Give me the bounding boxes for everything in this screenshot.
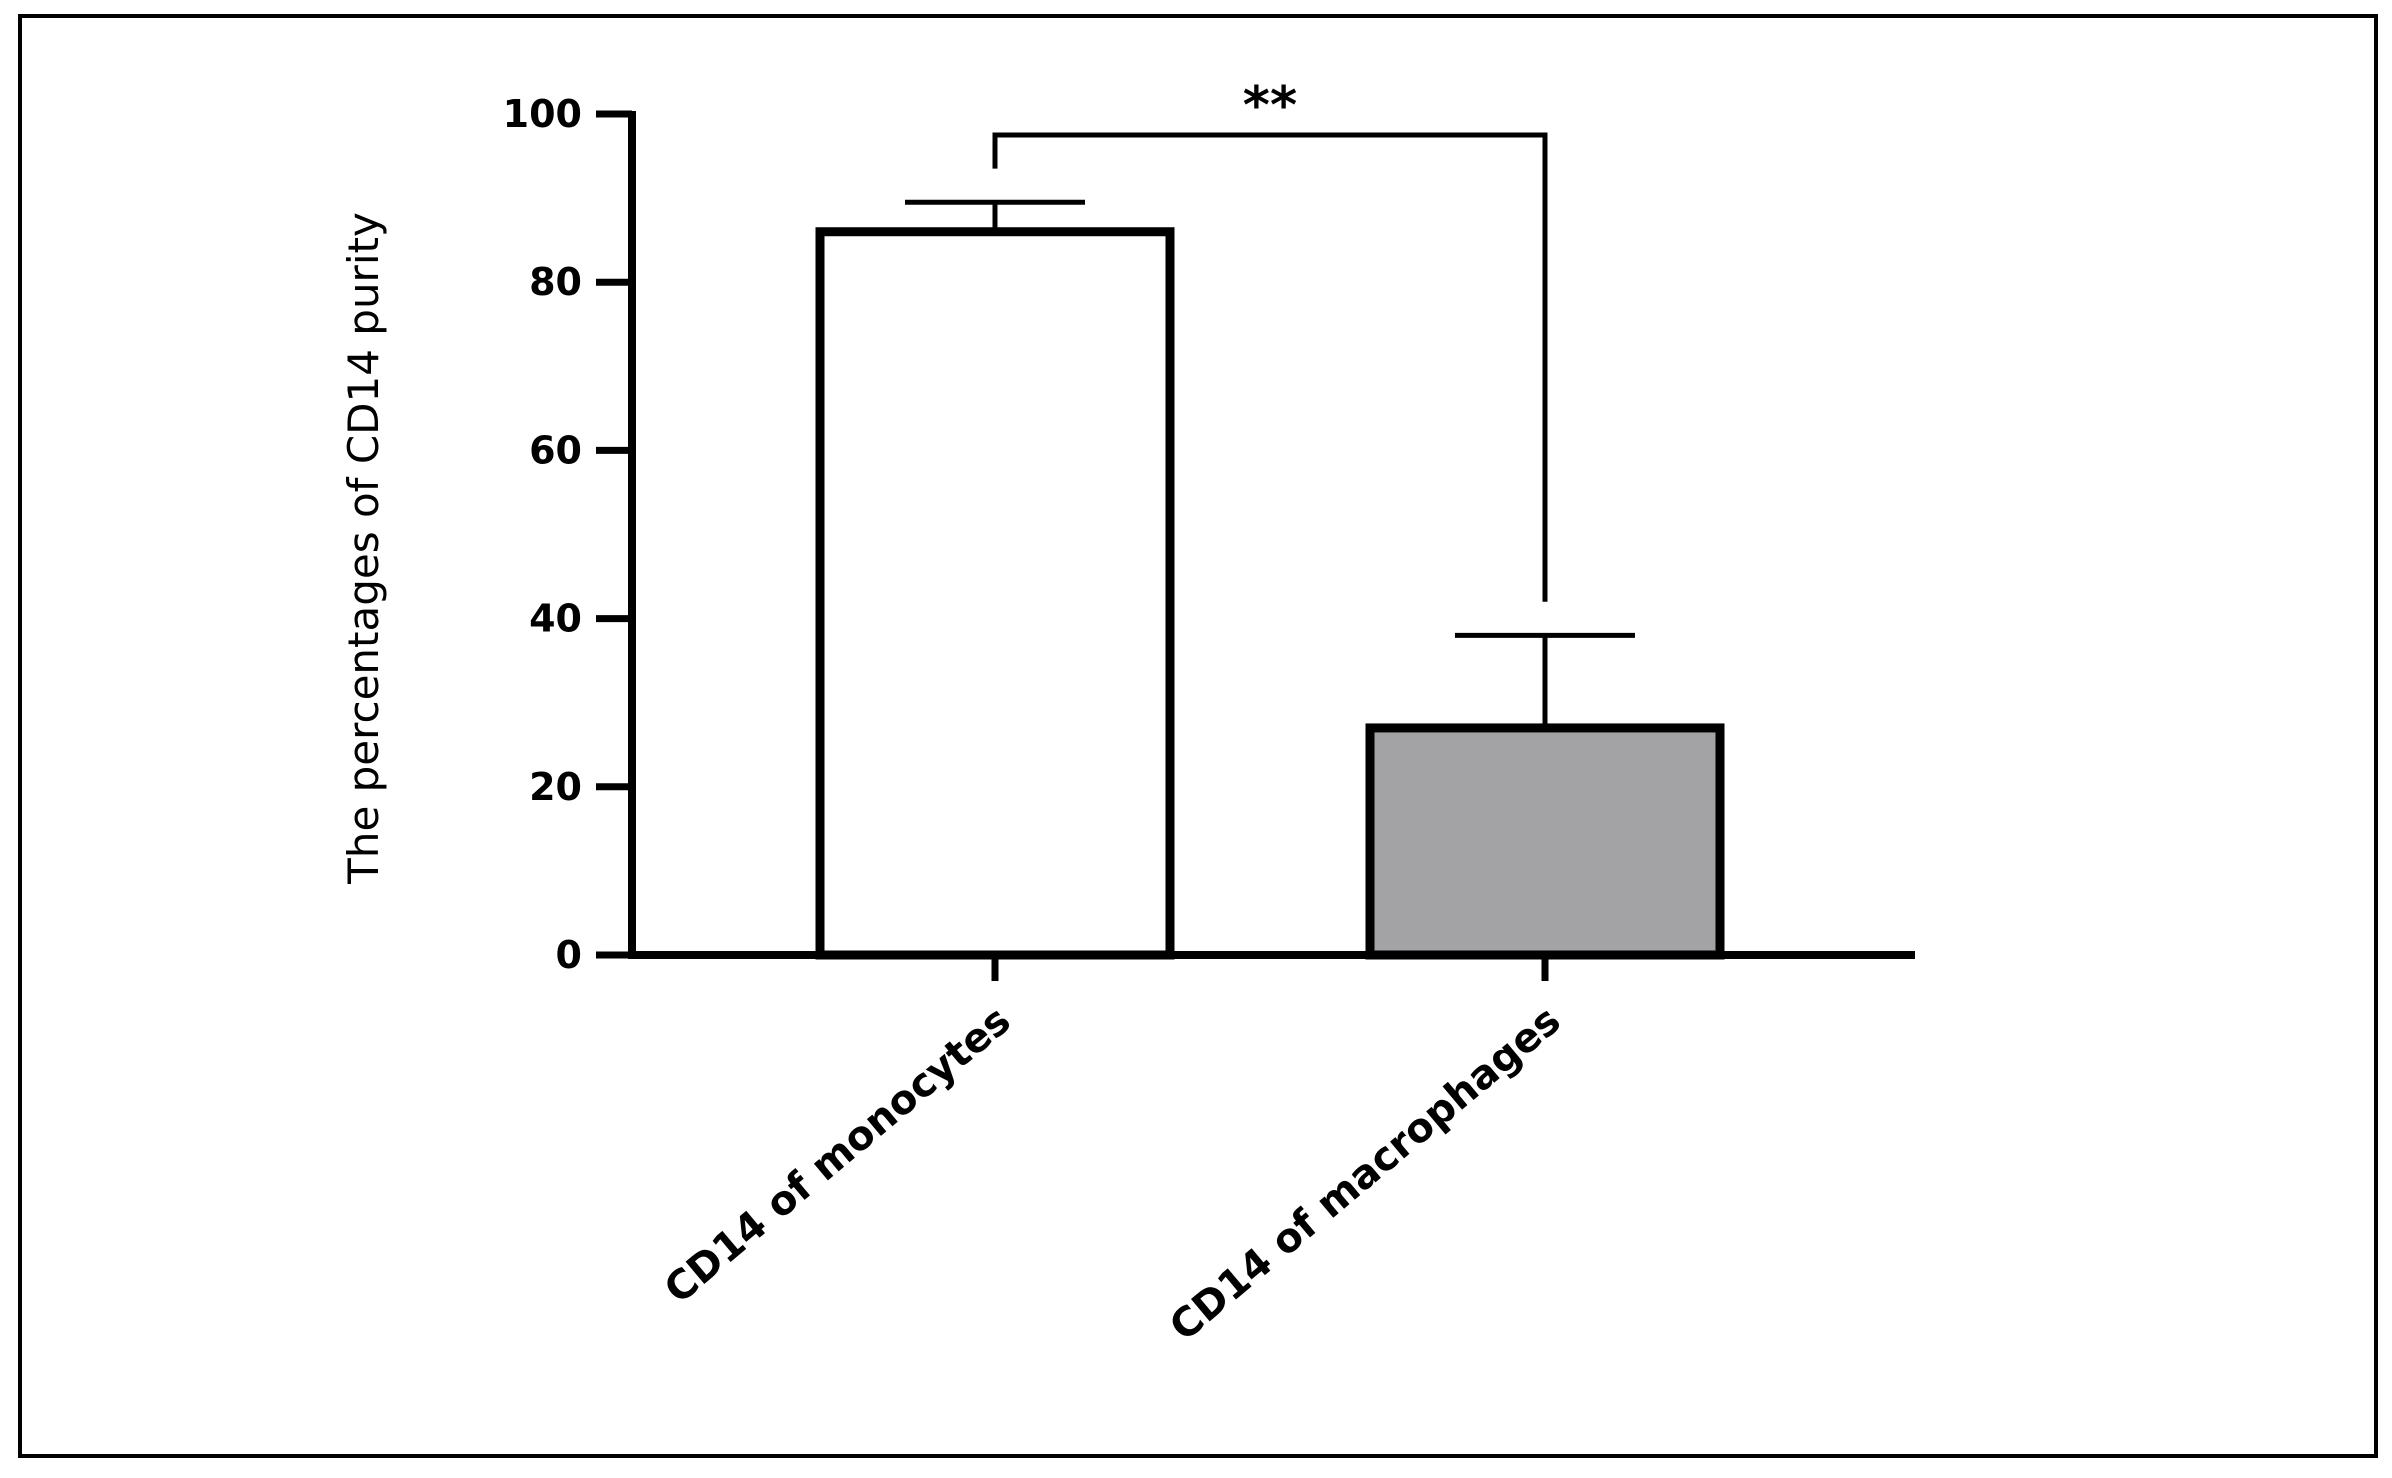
bar-1 [815, 227, 1175, 960]
significance-bracket [992, 132, 1548, 602]
significance-layer: ** [992, 76, 1548, 602]
error-bars-layer [905, 199, 1635, 728]
y-tick-label: 100 [503, 92, 582, 136]
y-axis-title: The percentages of CD14 purity [339, 212, 388, 885]
figure-frame [18, 14, 2378, 1458]
bar-2 [1365, 723, 1725, 960]
y-tick-label: 20 [529, 765, 582, 809]
significance-label: ** [1243, 76, 1297, 136]
x-tick-label: CD14 of macrophages [1161, 997, 1569, 1350]
y-tick-label: 0 [556, 933, 582, 977]
axes-layer: 0 20 40 60 80 100 CD14 of monocytes CD14 of mac… [503, 92, 1915, 1350]
x-tick-label: CD14 of monocytes [656, 997, 1020, 1312]
y-tick-label: 60 [529, 428, 582, 472]
y-tick-label: 80 [529, 260, 582, 304]
y-tick-label: 40 [529, 597, 582, 641]
bars-layer [815, 227, 1725, 960]
